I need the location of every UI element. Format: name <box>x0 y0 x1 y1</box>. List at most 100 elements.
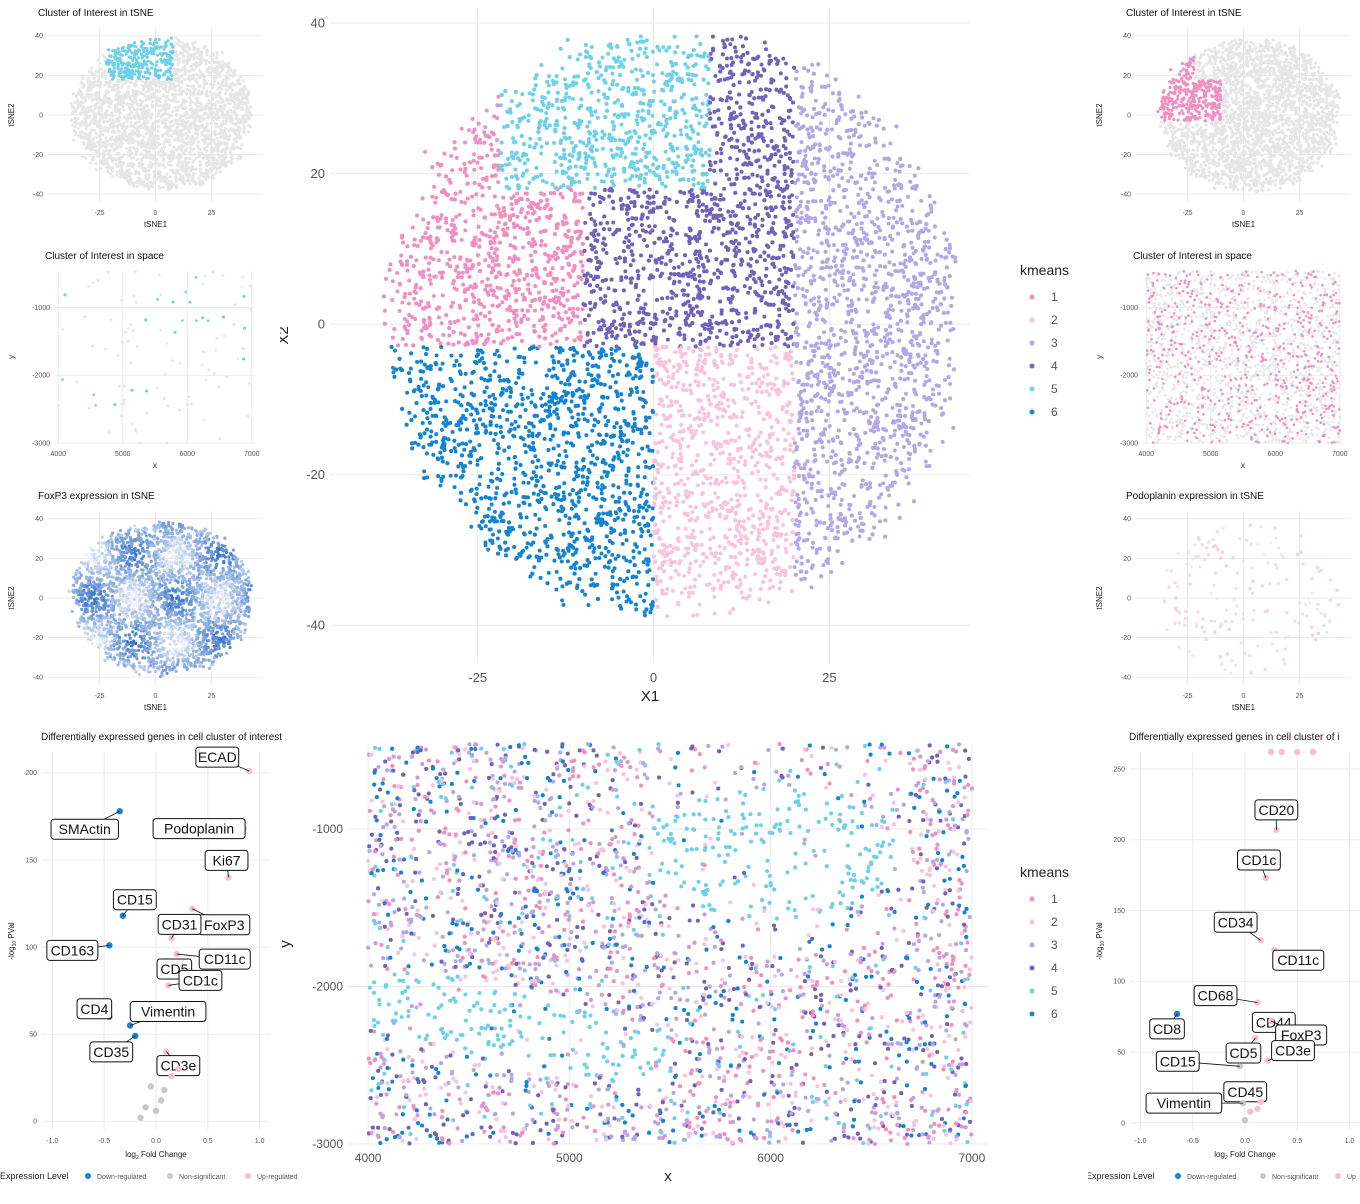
tsne-point <box>129 72 133 76</box>
tsne-point <box>145 63 149 67</box>
tsne-point <box>180 40 185 45</box>
tsne-point <box>107 152 111 156</box>
space-point <box>83 315 86 319</box>
tsne-point <box>216 82 220 86</box>
tsne-point <box>127 76 132 80</box>
tsne-point <box>141 114 145 118</box>
tsne-point <box>188 150 192 155</box>
tsne-point <box>153 73 157 77</box>
tsne-point <box>155 60 159 64</box>
tsne-point <box>136 113 140 117</box>
tsne-point <box>121 174 125 178</box>
tsne-point <box>95 124 99 129</box>
x-tick-label: 4000 <box>50 451 66 458</box>
tsne-point <box>147 164 151 169</box>
tsne-point <box>108 113 112 117</box>
tsne-point <box>217 139 221 144</box>
tsne-point <box>192 153 197 157</box>
space-point <box>207 368 211 372</box>
tsne-point <box>125 102 129 106</box>
tsne-point <box>174 176 179 180</box>
tsne-point <box>158 96 162 100</box>
tsne-point <box>215 167 219 171</box>
tsne-point <box>87 138 91 142</box>
tsne-point <box>117 96 121 100</box>
tsne-point <box>140 158 144 163</box>
tsne-point <box>135 185 139 189</box>
tsne-point <box>81 120 85 124</box>
tsne-point <box>155 97 160 101</box>
space-point <box>166 404 170 408</box>
tsne-point <box>137 116 141 120</box>
tsne-point <box>73 116 77 120</box>
tsne-point <box>211 69 215 74</box>
tsne-point <box>129 171 133 175</box>
tsne-point <box>204 177 208 181</box>
tsne-point <box>114 94 118 98</box>
tsne-point <box>78 111 83 115</box>
space-point <box>223 334 226 338</box>
space-point <box>222 315 225 319</box>
tsne-point <box>79 95 84 99</box>
tsne-point <box>80 82 84 86</box>
tsne-point <box>173 57 178 61</box>
space-point <box>120 299 124 302</box>
tsne-point <box>159 175 163 179</box>
tsne-point <box>193 40 197 44</box>
tsne-point <box>98 138 102 143</box>
tsne-point <box>240 118 244 122</box>
tsne-point <box>224 161 228 166</box>
tsne-point <box>140 107 144 111</box>
tsne-point <box>97 95 101 99</box>
tsne-point <box>121 136 125 140</box>
tsne-point <box>141 75 145 79</box>
tsne-point <box>146 59 150 63</box>
tsne-point <box>128 133 133 137</box>
tsne-point <box>217 156 221 160</box>
tsne-point <box>247 90 251 94</box>
tsne-point <box>130 140 135 145</box>
space-point <box>145 389 148 393</box>
tsne-point <box>225 98 229 103</box>
tsne-point <box>166 636 171 640</box>
space-point <box>94 404 97 407</box>
space-point <box>61 378 64 381</box>
tsne-point <box>82 142 86 146</box>
tsne-point <box>202 117 206 121</box>
x-tick-label: 25 <box>208 210 216 217</box>
tsne-point <box>225 141 229 145</box>
tsne-point <box>216 145 220 150</box>
tsne-point <box>209 82 213 86</box>
tsne-point <box>213 92 217 96</box>
tsne-point <box>146 85 150 89</box>
tsne-point <box>169 128 173 133</box>
tsne-point <box>246 100 250 104</box>
tsne-point <box>164 85 168 89</box>
tsne-point <box>146 51 150 55</box>
tsne-point <box>185 116 189 120</box>
tsne-point <box>186 166 190 170</box>
tsne-point <box>125 125 129 129</box>
tsne-point <box>100 115 105 119</box>
tsne-point <box>131 58 135 62</box>
tsne-point <box>154 145 158 149</box>
tsne-point <box>104 99 109 103</box>
y-tick-label: 0 <box>39 112 43 119</box>
tsne-point <box>219 82 224 87</box>
tsne-point <box>205 102 210 106</box>
tsne-point <box>192 47 196 52</box>
tsne-point <box>223 103 227 108</box>
tsne-point <box>177 152 181 156</box>
space-point <box>135 430 138 433</box>
space-point <box>173 330 177 334</box>
tsne-point <box>172 131 176 136</box>
tsne-point <box>136 120 140 124</box>
tsne-point <box>131 578 135 582</box>
tsne-point <box>108 148 112 153</box>
tsne-point <box>188 182 192 186</box>
tsne-point <box>89 161 93 165</box>
tsne-point <box>152 47 156 51</box>
tsne-point <box>71 123 75 127</box>
tsne-point <box>144 173 148 178</box>
tsne-point <box>198 116 203 120</box>
